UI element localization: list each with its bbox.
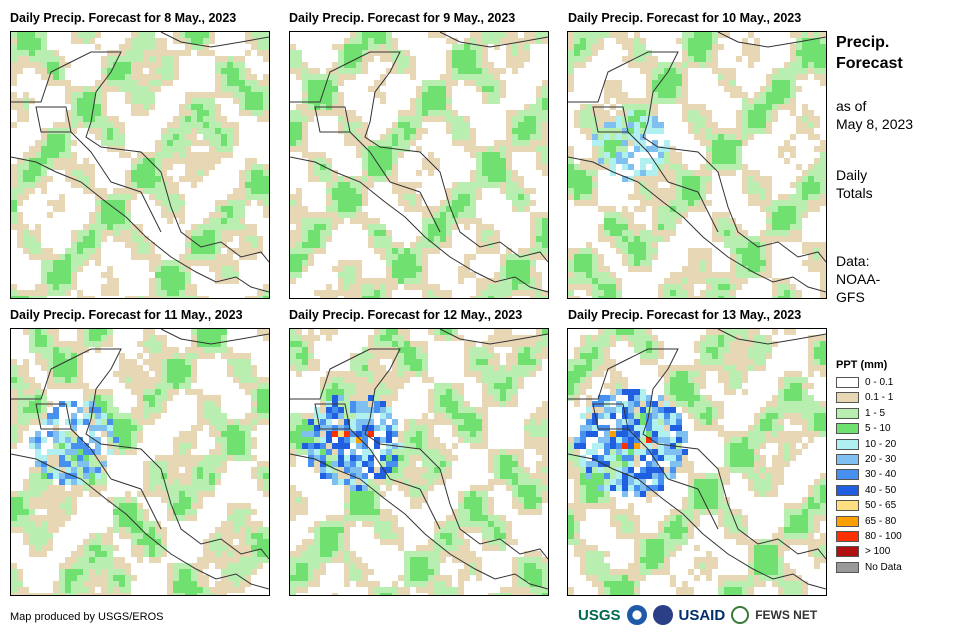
forecast-map-5[interactable] [289, 328, 549, 596]
legend-label: 65 - 80 [865, 515, 897, 527]
legend-swatch [836, 454, 859, 465]
data-line1: Data: [836, 253, 870, 269]
legend-swatch [836, 531, 859, 542]
legend-label: 50 - 65 [865, 500, 897, 512]
legend-row: 1 - 5 [836, 407, 885, 420]
legend-label: 20 - 30 [865, 454, 897, 465]
legend-row: 80 - 100 [836, 530, 902, 543]
noaa-logo [626, 605, 647, 625]
usgs-logo: USGS [578, 606, 621, 624]
legend-row: 40 - 50 [836, 484, 896, 497]
daily-totals-text: Daily Totals [836, 166, 873, 202]
legend-row: 5 - 10 [836, 422, 891, 435]
legend-row: 30 - 40 [836, 468, 896, 481]
legend-swatch [836, 423, 859, 435]
forecast-map-4[interactable] [10, 328, 270, 596]
legend-swatch [836, 469, 859, 481]
panel-title-5: Daily Precip. Forecast for 12 May., 2023 [289, 308, 523, 322]
daily-line2: Totals [836, 185, 873, 201]
map-credit: Map produced by USGS/EROS [10, 611, 164, 623]
legend-row: 50 - 65 [836, 499, 896, 512]
as-of-line1: as of [836, 98, 867, 114]
legend-swatch [836, 392, 859, 404]
forecast-map-6[interactable] [567, 328, 827, 596]
panel-title-3: Daily Precip. Forecast for 10 May., 2023 [568, 11, 802, 25]
legend-label: 0.1 - 1 [865, 392, 894, 404]
legend-label: No Data [865, 561, 902, 573]
legend-label: 1 - 5 [865, 407, 886, 419]
panel-title-1: Daily Precip. Forecast for 8 May., 2023 [10, 11, 237, 25]
legend-label: 30 - 40 [865, 469, 897, 481]
legend-swatch [836, 484, 859, 496]
legend-swatch [836, 500, 859, 512]
legend-label: 10 - 20 [865, 438, 897, 450]
legend-swatch [836, 407, 859, 419]
partner-logos: USGS USAID FEWS NET [578, 602, 817, 628]
data-source-text: Data: NOAA- GFS [836, 252, 880, 306]
as-of-line2: May 8, 2023 [836, 116, 914, 132]
legend-title: PPT (mm) [836, 359, 888, 371]
legend-swatch [836, 377, 859, 388]
legend-swatch [836, 515, 859, 527]
as-of-text: as of May 8, 2023 [836, 97, 913, 133]
legend-row: No Data [836, 561, 902, 574]
legend-swatch [836, 546, 859, 558]
legend-label: 40 - 50 [865, 484, 897, 496]
panel-title-2: Daily Precip. Forecast for 9 May., 2023 [289, 11, 516, 25]
legend-row: 10 - 20 [836, 438, 896, 451]
legend-row: > 100 [836, 545, 890, 558]
forecast-map-1[interactable] [10, 31, 270, 299]
legend-label: 80 - 100 [865, 531, 902, 542]
panel-title-6: Daily Precip. Forecast for 13 May., 2023 [568, 308, 802, 322]
legend-row: 0.1 - 1 [836, 391, 893, 404]
daily-line1: Daily [836, 167, 868, 183]
legend-row: 65 - 80 [836, 515, 896, 528]
sidebar-title: Precip. Forecast [836, 32, 903, 74]
data-line2: NOAA- [836, 271, 881, 287]
legend-swatch [836, 561, 859, 573]
legend-label: 0 - 0.1 [865, 377, 894, 388]
legend-label: 5 - 10 [865, 423, 891, 435]
forecast-map-2[interactable] [289, 31, 549, 299]
legend-row: 0 - 0.1 [836, 376, 893, 389]
legend-swatch [836, 438, 859, 450]
fews-net-logo: FEWS NET [755, 608, 818, 622]
legend-row: 20 - 30 [836, 453, 896, 466]
data-line3: GFS [836, 289, 865, 305]
usaid-seal-icon [652, 605, 673, 625]
panel-title-4: Daily Precip. Forecast for 11 May., 2023 [10, 308, 243, 322]
usaid-logo: USAID [678, 606, 726, 624]
sidebar-title-line1: Precip. [836, 34, 890, 51]
legend-label: > 100 [865, 546, 891, 558]
sidebar-title-line2: Forecast [836, 55, 903, 72]
forecast-map-3[interactable] [567, 31, 827, 299]
fews-net-icon [731, 606, 750, 624]
